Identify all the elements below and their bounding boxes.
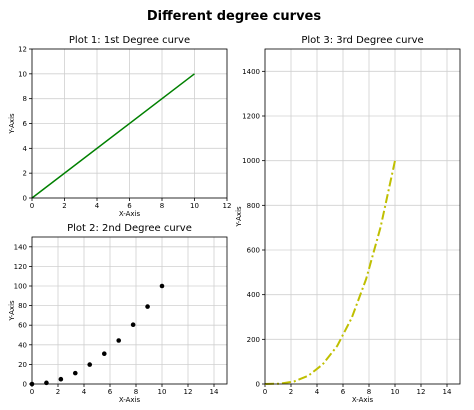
plot2-data-point — [72, 370, 78, 376]
plot3-x-tick-label: 6 — [341, 388, 346, 396]
plot2-data-point — [159, 283, 165, 289]
plot1-y-tick-label: 4 — [23, 145, 28, 153]
plot2-data-point — [116, 338, 122, 343]
plot3-y-tick-label: 600 — [247, 247, 260, 255]
plot2-x-tick-label: 0 — [30, 388, 34, 396]
plot1-y-tick-label: 12 — [18, 46, 27, 54]
plot2-data-point — [101, 351, 107, 357]
plot2-data-point — [44, 380, 49, 386]
figure-title: Different degree curves — [147, 9, 321, 24]
plot1-frame — [31, 48, 228, 199]
plot2-x-axis-label: X-Axis — [119, 396, 141, 404]
plot1-y-tick-label: 10 — [18, 70, 27, 78]
plot2-data-point — [130, 322, 136, 328]
plot2-data-point — [58, 376, 64, 382]
plot2-y-axis-label: Y-Axis — [8, 300, 16, 322]
plot1-x-tick-label: 12 — [223, 202, 232, 210]
plot2-x-tick-label: 6 — [108, 388, 113, 396]
plot1-x-tick-label: 2 — [62, 202, 66, 210]
plot3-y-tick-label: 200 — [247, 336, 260, 344]
plot3-frame — [264, 48, 461, 385]
plot3-y-tick-label: 0 — [256, 381, 260, 389]
plot2-x-tick-label: 14 — [210, 388, 219, 396]
plot2-title: Plot 2: 2nd Degree curve — [67, 223, 192, 234]
plot1-axes: Plot 1: 1st Degree curve X-Axis Y-Axis 0… — [8, 35, 231, 218]
plot2-y-tick-label: 20 — [18, 361, 27, 369]
plot2-data-point — [145, 304, 150, 309]
plot2-y-tick-label: 60 — [18, 322, 27, 330]
plot3-y-tick-label: 800 — [247, 202, 260, 210]
plot2-x-tick-label: 8 — [134, 388, 138, 396]
plot2-y-tick-label: 0 — [23, 381, 27, 389]
plot3-x-axis-label: X-Axis — [352, 396, 374, 404]
plot3-y-axis-label: Y-Axis — [235, 206, 243, 228]
plot3-x-tick-label: 12 — [417, 388, 426, 396]
plot1-x-tick-label: 0 — [30, 202, 34, 210]
plot3-y-tick-label: 1400 — [242, 68, 260, 76]
plot1-title: Plot 1: 1st Degree curve — [69, 35, 190, 46]
plot1-x-tick-label: 4 — [95, 202, 100, 210]
plot2-x-tick-label: 4 — [82, 388, 87, 396]
plot1-y-axis-label: Y-Axis — [8, 113, 16, 135]
plot1-x-tick-label: 10 — [190, 202, 199, 210]
plot2-y-tick-label: 80 — [18, 302, 27, 310]
plot1-x-tick-label: 8 — [160, 202, 164, 210]
plot2-axes: Plot 2: 2nd Degree curve X-Axis Y-Axis 0… — [8, 223, 228, 404]
plot3-series-line — [264, 160, 396, 385]
plot2-frame — [31, 236, 228, 385]
plot3-x-tick-label: 10 — [391, 388, 400, 396]
plot2-x-tick-label: 10 — [158, 388, 167, 396]
plot3-y-tick-label: 1200 — [242, 113, 260, 121]
plot2-x-tick-label: 12 — [184, 388, 193, 396]
plot1-y-tick-label: 0 — [23, 195, 27, 203]
plot3-x-tick-label: 8 — [367, 388, 371, 396]
plot1-x-axis-label: X-Axis — [119, 210, 141, 218]
plot2-y-tick-label: 120 — [14, 263, 27, 271]
plot3-title: Plot 3: 3rd Degree curve — [301, 35, 423, 46]
plot1-series-line — [31, 73, 195, 199]
plot3-y-tick-label: 400 — [247, 291, 260, 299]
plot2-y-tick-label: 140 — [14, 243, 27, 251]
plot2-y-tick-label: 100 — [14, 283, 27, 291]
plot2-data-point — [87, 362, 93, 367]
plot1-y-tick-label: 6 — [23, 120, 28, 128]
plot2-x-tick-label: 2 — [56, 388, 60, 396]
plot3-axes: Plot 3: 3rd Degree curve X-Axis Y-Axis 0… — [235, 35, 461, 404]
plot2-y-tick-label: 40 — [18, 341, 27, 349]
plot3-y-tick-label: 1000 — [242, 157, 260, 165]
plot3-x-tick-label: 14 — [443, 388, 452, 396]
plot1-x-tick-label: 6 — [127, 202, 132, 210]
plot3-x-tick-label: 4 — [315, 388, 320, 396]
plot3-x-tick-label: 2 — [289, 388, 293, 396]
plot1-y-tick-label: 2 — [23, 170, 27, 178]
plot3-x-tick-label: 0 — [263, 388, 267, 396]
plot1-y-tick-label: 8 — [23, 95, 27, 103]
